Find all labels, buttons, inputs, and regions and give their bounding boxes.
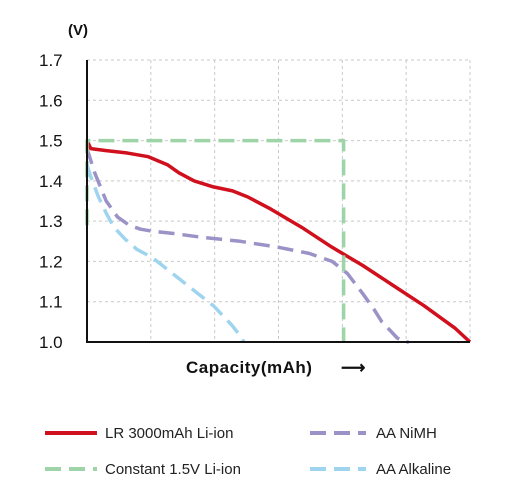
y-tick-label: 1.6 bbox=[39, 91, 63, 110]
legend-label-nimh: AA NiMH bbox=[376, 425, 437, 442]
legend-label-li-ion: LR 3000mAh Li-ion bbox=[105, 425, 233, 442]
series-lines bbox=[85, 138, 472, 344]
plot-axes bbox=[86, 60, 470, 343]
y-tick-label: 1.3 bbox=[39, 212, 63, 231]
legend-label-alkaline: AA Alkaline bbox=[376, 461, 451, 478]
legend: LR 3000mAh Li-ion AA NiMH Constant 1.5V … bbox=[45, 425, 451, 478]
x-axis-label: Capacity(mAh) bbox=[186, 358, 312, 377]
series-line-lr-3000mah-li-ion bbox=[85, 139, 472, 344]
y-tick-label: 1.0 bbox=[39, 333, 63, 352]
x-axis-arrow: ⟶ bbox=[341, 358, 366, 377]
series-line-aa-alkaline bbox=[85, 164, 246, 343]
y-tick-label: 1.7 bbox=[39, 51, 63, 70]
y-tick-label: 1.1 bbox=[39, 293, 63, 312]
y-tick-label: 1.5 bbox=[39, 132, 63, 151]
y-axis-unit: (V) bbox=[68, 22, 88, 39]
y-tick-label: 1.4 bbox=[39, 172, 63, 191]
legend-label-constant: Constant 1.5V Li-ion bbox=[105, 461, 241, 478]
series-line-aa-nimh bbox=[85, 148, 409, 344]
series-line-constant-1-5v-li-ion bbox=[85, 138, 346, 342]
y-tick-labels: 1.7 1.6 1.5 1.4 1.3 1.2 1.1 1.0 bbox=[39, 51, 63, 352]
y-tick-label: 1.2 bbox=[39, 252, 63, 271]
